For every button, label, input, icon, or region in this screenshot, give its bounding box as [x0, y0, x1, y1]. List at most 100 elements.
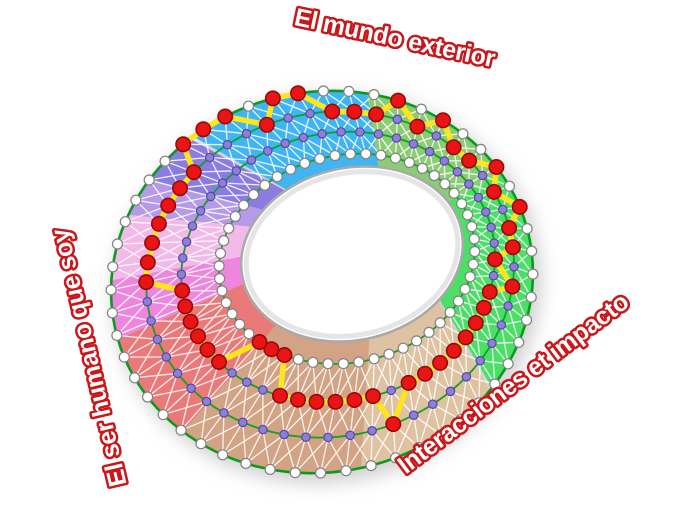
selected-value-node[interactable]	[461, 152, 478, 169]
selected-value-node[interactable]	[324, 103, 341, 120]
selected-value-node[interactable]	[289, 85, 306, 102]
ring-node[interactable]	[258, 424, 268, 435]
ring-node[interactable]	[475, 355, 485, 366]
ring-node[interactable]	[240, 457, 252, 469]
ring-node[interactable]	[386, 385, 396, 396]
ring-node[interactable]	[204, 152, 215, 163]
ring-node[interactable]	[473, 397, 485, 409]
ring-node[interactable]	[340, 465, 352, 477]
ring-node[interactable]	[111, 329, 123, 341]
ring-node[interactable]	[111, 238, 124, 250]
ring-node[interactable]	[222, 139, 233, 150]
ring-node[interactable]	[435, 429, 447, 441]
ring-node[interactable]	[413, 441, 425, 454]
selected-value-node[interactable]	[481, 283, 498, 300]
selected-value-node[interactable]	[195, 121, 212, 138]
selected-value-node[interactable]	[475, 299, 492, 316]
ring-node[interactable]	[525, 245, 538, 257]
ring-node[interactable]	[408, 139, 419, 149]
selected-value-node[interactable]	[308, 393, 325, 410]
selected-value-node[interactable]	[504, 278, 521, 295]
ring-node[interactable]	[368, 353, 380, 365]
ring-node[interactable]	[229, 210, 241, 222]
ring-node[interactable]	[365, 460, 377, 472]
ring-node[interactable]	[355, 127, 365, 137]
selected-value-node[interactable]	[150, 215, 167, 232]
ring-node[interactable]	[434, 317, 446, 329]
ring-node[interactable]	[292, 353, 304, 365]
ring-node[interactable]	[220, 297, 232, 309]
ring-node[interactable]	[238, 417, 248, 428]
selected-value-node[interactable]	[400, 374, 417, 391]
ring-node[interactable]	[161, 352, 172, 362]
ring-node[interactable]	[444, 306, 456, 318]
selected-value-node[interactable]	[211, 353, 228, 370]
ring-node[interactable]	[445, 386, 456, 397]
ring-node[interactable]	[248, 189, 260, 201]
ring-node[interactable]	[285, 163, 297, 175]
ring-node[interactable]	[486, 222, 496, 233]
ring-node[interactable]	[105, 284, 117, 296]
ring-node[interactable]	[427, 399, 438, 409]
ring-node[interactable]	[389, 152, 402, 164]
selected-value-node[interactable]	[182, 313, 199, 330]
ring-node[interactable]	[264, 463, 276, 475]
ring-node[interactable]	[439, 156, 450, 166]
ring-node[interactable]	[289, 467, 301, 479]
selected-value-node[interactable]	[190, 328, 207, 345]
ring-node[interactable]	[383, 348, 395, 360]
ring-node[interactable]	[305, 108, 315, 119]
ring-node[interactable]	[480, 207, 491, 217]
selected-value-node[interactable]	[467, 314, 484, 331]
ring-node[interactable]	[439, 178, 451, 190]
selected-value-node[interactable]	[434, 112, 451, 129]
ring-node[interactable]	[317, 85, 329, 97]
ring-node[interactable]	[488, 270, 499, 281]
ring-node[interactable]	[461, 371, 472, 382]
ring-node[interactable]	[214, 273, 226, 285]
ring-node[interactable]	[181, 237, 192, 247]
selected-value-node[interactable]	[486, 251, 503, 268]
ring-node[interactable]	[428, 169, 440, 182]
ring-node[interactable]	[360, 148, 372, 160]
ring-node[interactable]	[468, 233, 480, 245]
ring-node[interactable]	[315, 467, 327, 479]
ring-node[interactable]	[509, 261, 519, 272]
ring-node[interactable]	[452, 167, 463, 177]
ring-node[interactable]	[469, 245, 481, 258]
ring-node[interactable]	[403, 156, 415, 169]
ring-node[interactable]	[146, 316, 156, 326]
ring-node[interactable]	[234, 318, 246, 330]
selected-value-node[interactable]	[511, 198, 528, 215]
selected-value-node[interactable]	[263, 341, 280, 358]
ring-node[interactable]	[159, 155, 171, 167]
ring-node[interactable]	[513, 336, 525, 348]
ring-node[interactable]	[279, 429, 289, 440]
ring-node[interactable]	[368, 88, 380, 101]
selected-value-node[interactable]	[174, 282, 191, 299]
selected-value-node[interactable]	[445, 139, 462, 156]
selected-value-node[interactable]	[432, 354, 449, 371]
ring-node[interactable]	[456, 198, 468, 210]
ring-node[interactable]	[201, 396, 212, 407]
ring-node[interactable]	[223, 222, 235, 234]
ring-node[interactable]	[457, 128, 469, 140]
selected-value-node[interactable]	[346, 103, 363, 120]
ring-node[interactable]	[323, 432, 333, 443]
ring-node[interactable]	[521, 223, 533, 235]
ring-node[interactable]	[195, 206, 206, 216]
ring-node[interactable]	[172, 368, 183, 379]
selected-value-node[interactable]	[177, 298, 194, 315]
selected-value-node[interactable]	[217, 108, 234, 125]
ring-node[interactable]	[411, 335, 423, 347]
selected-value-node[interactable]	[258, 116, 275, 133]
ring-node[interactable]	[142, 296, 153, 307]
ring-node[interactable]	[375, 149, 387, 161]
ring-node[interactable]	[343, 85, 355, 98]
ring-node[interactable]	[344, 148, 356, 160]
ring-node[interactable]	[231, 166, 242, 176]
ring-node[interactable]	[353, 356, 365, 368]
ring-node[interactable]	[464, 179, 474, 189]
ring-node[interactable]	[473, 192, 484, 203]
ring-node[interactable]	[392, 114, 403, 125]
